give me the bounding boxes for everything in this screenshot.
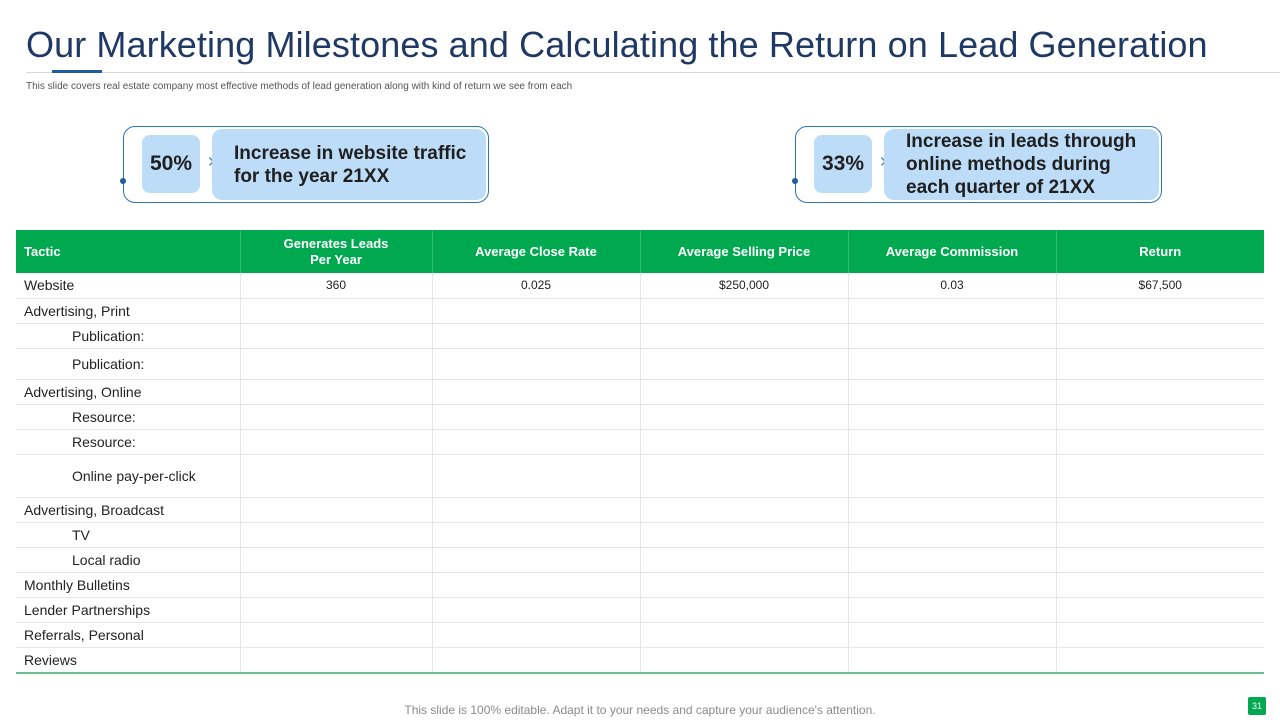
cell-tactic: Advertising, Broadcast — [16, 497, 241, 523]
cell-leads: 360 — [240, 273, 433, 299]
chevron-right-icon: › — [880, 151, 887, 171]
connector-dot — [120, 178, 126, 184]
table-row: Advertising, Print — [16, 298, 1264, 324]
table-row: Monthly Bulletins — [16, 572, 1264, 598]
column-header-selling-price: Average Selling Price — [640, 230, 849, 273]
cell-tactic: Lender Partnerships — [16, 597, 241, 623]
slide-title: Our Marketing Milestones and Calculating… — [26, 24, 1208, 65]
column-header-tactic: Tactic — [16, 230, 241, 273]
table-header-row: Tactic Generates Leads Per Year Average … — [16, 230, 1264, 273]
table-row: Resource: — [16, 404, 1264, 430]
table-row: Referrals, Personal — [16, 622, 1264, 648]
column-header-leads: Generates Leads Per Year — [240, 230, 433, 273]
connector-dot — [792, 178, 798, 184]
cell-tactic: Monthly Bulletins — [16, 572, 241, 598]
cell-tactic: Resource: — [16, 429, 241, 455]
cell-tactic: Referrals, Personal — [16, 622, 241, 648]
cell-close-rate: 0.025 — [432, 273, 641, 299]
kpi-text: Increase in leads through online methods… — [884, 129, 1159, 200]
cell-tactic: Local radio — [16, 547, 241, 573]
title-divider — [26, 72, 1280, 73]
column-header-commission: Average Commission — [848, 230, 1057, 273]
kpi-percent: 50% — [142, 135, 200, 193]
cell-tactic: Publication: — [16, 348, 241, 380]
cell-price: $250,000 — [640, 273, 849, 299]
table-row: Local radio — [16, 547, 1264, 573]
cell-tactic: Online pay-per-click — [16, 454, 241, 498]
chevron-right-icon: › — [208, 151, 215, 171]
cell-tactic: Resource: — [16, 404, 241, 430]
table-row: Website 360 0.025 $250,000 0.03 $67,500 — [16, 273, 1264, 299]
cell-return: $67,500 — [1056, 273, 1264, 299]
kpi-card-online-leads: 33% › Increase in leads through online m… — [792, 126, 1162, 203]
kpi-percent: 33% — [814, 135, 872, 193]
cell-tactic: Advertising, Online — [16, 379, 241, 405]
cell-tactic: Website — [16, 273, 241, 299]
cell-tactic: Publication: — [16, 323, 241, 349]
cell-tactic: Advertising, Print — [16, 298, 241, 324]
column-header-close-rate: Average Close Rate — [432, 230, 641, 273]
table-row: Publication: — [16, 323, 1264, 349]
column-header-return: Return — [1056, 230, 1264, 273]
slide-subtitle: This slide covers real estate company mo… — [26, 81, 573, 92]
table-row: Advertising, Broadcast — [16, 497, 1264, 523]
table-row: Advertising, Online — [16, 379, 1264, 405]
title-accent-bar — [52, 70, 102, 73]
table-row: Publication: — [16, 348, 1264, 380]
cell-tactic: TV — [16, 522, 241, 548]
table-row: Online pay-per-click — [16, 454, 1264, 498]
kpi-card-website-traffic: 50% › Increase in website traffic for th… — [120, 126, 489, 203]
cell-tactic: Reviews — [16, 647, 241, 674]
page-number-badge: 31 — [1248, 697, 1266, 715]
kpi-text: Increase in website traffic for the year… — [212, 129, 486, 200]
cell-commission: 0.03 — [848, 273, 1057, 299]
table-row: Resource: — [16, 429, 1264, 455]
table-row: Lender Partnerships — [16, 597, 1264, 623]
table-row: Reviews — [16, 647, 1264, 674]
table-row: TV — [16, 522, 1264, 548]
lead-generation-table: Tactic Generates Leads Per Year Average … — [16, 230, 1264, 674]
footer-note: This slide is 100% editable. Adapt it to… — [404, 703, 876, 717]
